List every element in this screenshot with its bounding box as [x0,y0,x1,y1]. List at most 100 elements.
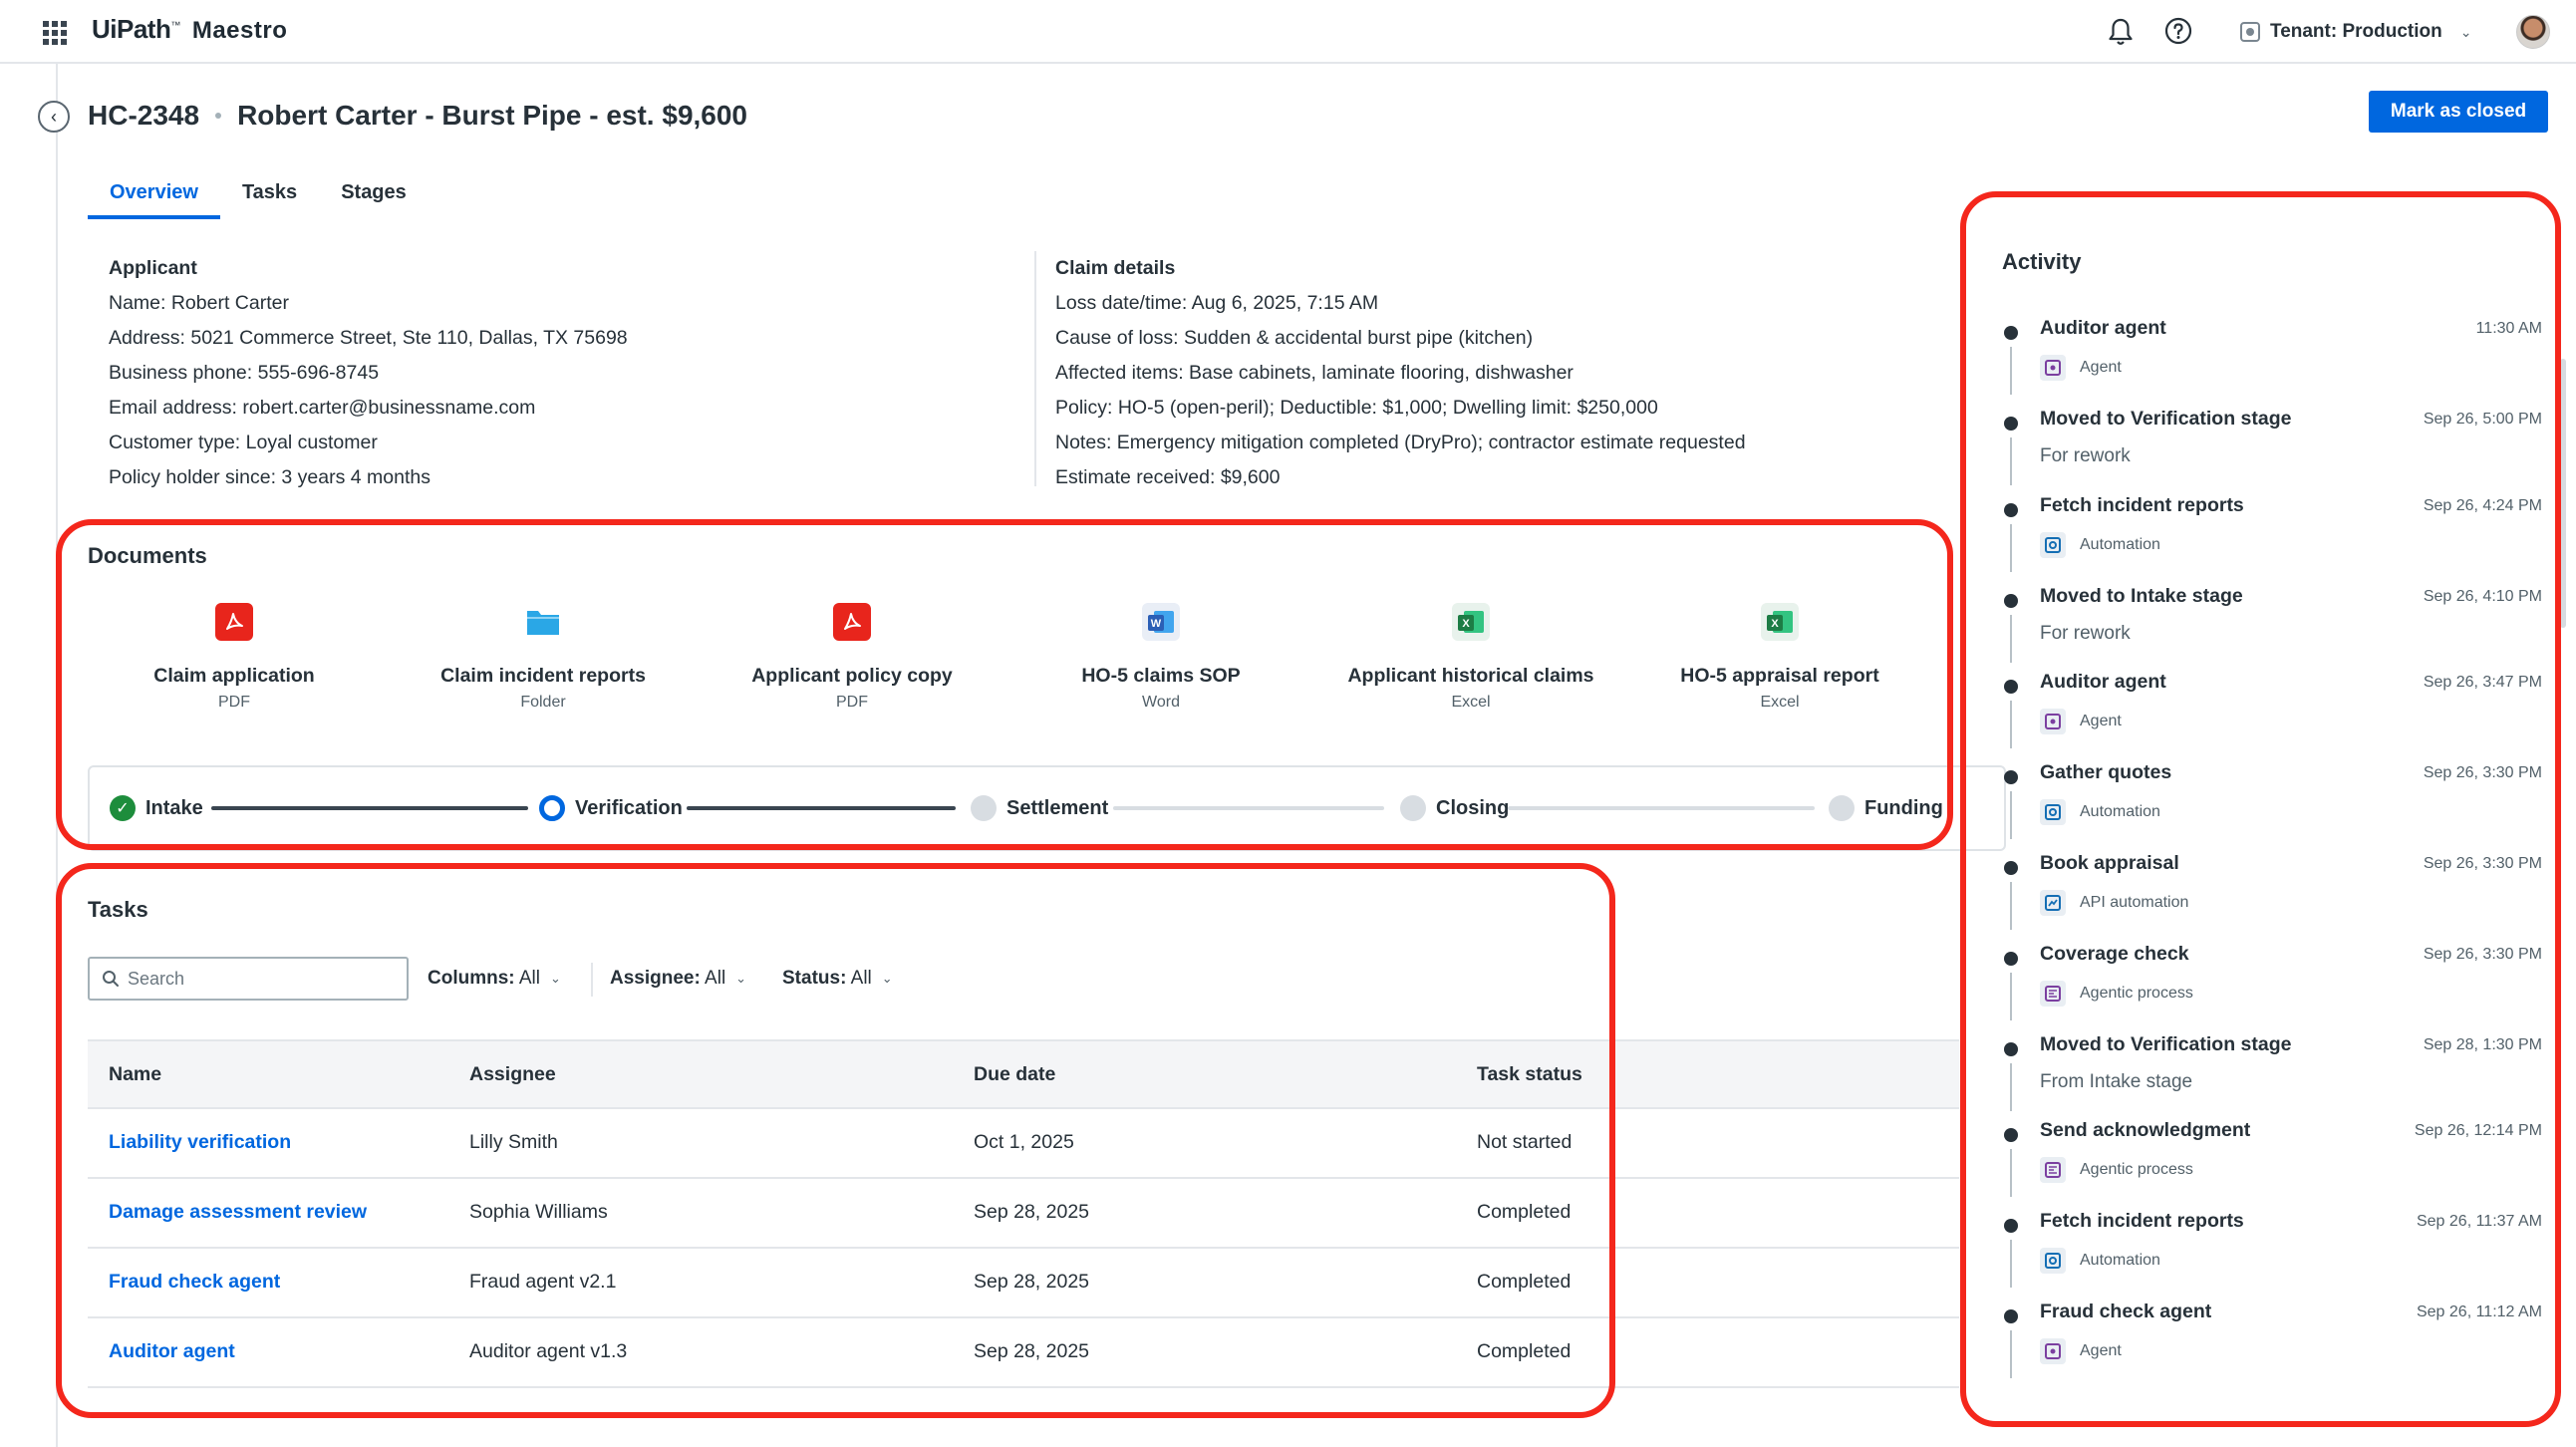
table-row[interactable]: Fraud check agent Fraud agent v2.1 Sep 2… [88,1249,1959,1318]
apps-grid-icon[interactable] [43,21,67,45]
info-divider [1034,251,1036,486]
brand[interactable]: UiPath™ Maestro [92,14,287,50]
activity-item[interactable]: Moved to Verification stage Sep 28, 1:30… [2002,1033,2542,1113]
agentic-process-icon [2040,981,2066,1007]
status-filter[interactable]: Status: All ⌄ [782,965,893,993]
activity-item-title: Auditor agent [2040,317,2166,339]
activity-item-time: Sep 26, 12:14 PM [2414,1122,2542,1139]
activity-item-type: Automation [2040,1247,2160,1275]
stage-funding[interactable]: Funding [1829,794,1943,822]
timeline-line [2010,347,2012,395]
timeline-dot [2004,680,2018,694]
activity-item[interactable]: Auditor agent 11:30 AM Agent [2002,317,2542,397]
activity-item[interactable]: Auditor agent Sep 26, 3:47 PM Agent [2002,671,2542,750]
column-header-name[interactable]: Name [109,1063,162,1085]
document-type: PDF [836,694,868,711]
activity-item[interactable]: Coverage check Sep 26, 3:30 PM Agentic p… [2002,943,2542,1022]
agentic-process-icon [2040,1157,2066,1183]
activity-item-type-label: Automation [2080,803,2160,820]
activity-item-time: Sep 26, 3:30 PM [2423,946,2542,963]
activity-item[interactable]: Gather quotes Sep 26, 3:30 PM Automation [2002,761,2542,841]
column-header-assignee[interactable]: Assignee [469,1063,556,1085]
user-avatar[interactable] [2516,15,2550,49]
document-applicant-historical-claims[interactable]: X Applicant historical claims Excel [1341,603,1600,712]
tasks-table: Name Assignee Due date Task status Liabi… [88,1039,1959,1388]
applicant-customer-type: Customer type: Loyal customer [109,432,378,453]
stage-label: Verification [575,796,683,819]
document-claim-incident-reports[interactable]: Claim incident reports Folder [414,603,673,712]
tab-tasks[interactable]: Tasks [241,181,298,203]
activity-item-time: Sep 26, 3:47 PM [2423,674,2542,691]
document-ho5-claims-sop[interactable]: W HO-5 claims SOP Word [1031,603,1290,712]
top-bar: UiPath™ Maestro Tenant: Production ⌄ [0,0,2576,64]
left-rail-divider [56,64,58,1447]
task-due-date: Oct 1, 2025 [974,1131,1074,1153]
document-applicant-policy-copy[interactable]: Applicant policy copy PDF [722,603,982,712]
document-name: HO-5 claims SOP [1081,665,1241,687]
timeline-line [2010,1330,2012,1378]
column-header-due-date[interactable]: Due date [974,1063,1056,1085]
columns-filter[interactable]: Columns: All ⌄ [428,965,561,993]
assignee-filter[interactable]: Assignee: All ⌄ [610,965,746,993]
activity-item[interactable]: Book appraisal Sep 26, 3:30 PM API autom… [2002,852,2542,932]
back-button[interactable]: ‹ [38,101,70,133]
timeline-line [2010,791,2012,839]
stage-closing[interactable]: Closing [1400,794,1509,822]
task-name-link[interactable]: Liability verification [109,1131,292,1153]
activity-item-type: Agentic process [2040,980,2193,1008]
search-field[interactable] [88,957,409,1001]
document-ho5-appraisal-report[interactable]: X HO-5 appraisal report Excel [1650,603,1909,712]
activity-item-type-label: Agentic process [2080,985,2193,1002]
claim-affected-items: Affected items: Base cabinets, laminate … [1055,362,1574,384]
case-header: HC-2348 Robert Carter - Burst Pipe - est… [88,96,747,136]
stage-verification[interactable]: Verification [539,794,683,822]
stage-connector [211,806,528,810]
document-name: Applicant policy copy [751,665,953,687]
activity-item-type: Agent [2040,1337,2122,1365]
activity-item-type-label: Agent [2080,359,2122,376]
timeline-dot [2004,770,2018,784]
uipath-logo: UiPath™ [92,14,180,44]
activity-item-time: Sep 26, 11:37 AM [2416,1213,2542,1230]
search-input[interactable] [128,968,387,990]
separator-dot [215,113,222,119]
folder-icon [524,603,562,641]
activity-item-type-label: API automation [2080,894,2189,911]
task-name-link[interactable]: Damage assessment review [109,1201,368,1223]
stage-intake[interactable]: ✓ Intake [110,794,203,822]
tab-stages[interactable]: Stages [341,181,407,203]
agent-icon [2040,709,2066,734]
activity-item[interactable]: Fraud check agent Sep 26, 11:12 AM Agent [2002,1301,2542,1380]
task-name-link[interactable]: Fraud check agent [109,1271,281,1293]
activity-item-time: Sep 26, 5:00 PM [2423,411,2542,428]
activity-item[interactable]: Fetch incident reports Sep 26, 11:37 AM … [2002,1210,2542,1290]
mark-as-closed-button[interactable]: Mark as closed [2369,91,2548,133]
bell-icon[interactable] [2107,17,2135,47]
activity-item-type: API automation [2040,889,2188,917]
activity-item[interactable]: Send acknowledgment Sep 26, 12:14 PM Age… [2002,1119,2542,1199]
activity-item-type-label: Agentic process [2080,1161,2193,1178]
column-header-task-status[interactable]: Task status [1477,1063,1582,1085]
activity-item[interactable]: Fetch incident reports Sep 26, 4:24 PM A… [2002,494,2542,574]
table-row[interactable]: Damage assessment review Sophia Williams… [88,1179,1959,1249]
activity-item[interactable]: Moved to Verification stage Sep 26, 5:00… [2002,408,2542,487]
timeline-line [2010,1063,2012,1111]
tenant-icon [2240,22,2260,42]
search-icon [103,971,119,987]
stage-settlement[interactable]: Settlement [971,794,1108,822]
activity-scrollbar[interactable] [2560,359,2566,628]
applicant-info: Applicant Name: Robert Carter Address: 5… [109,251,628,495]
activity-item-type-label: Agent [2080,1342,2122,1359]
activity-item[interactable]: Moved to Intake stage Sep 26, 4:10 PM Fo… [2002,585,2542,665]
stages-progress [88,765,2006,851]
table-row[interactable]: Auditor agent Auditor agent v1.3 Sep 28,… [88,1318,1959,1388]
task-name-link[interactable]: Auditor agent [109,1340,235,1362]
table-row[interactable]: Liability verification Lilly Smith Oct 1… [88,1109,1959,1179]
timeline-line [2010,524,2012,572]
help-icon[interactable] [2164,17,2192,45]
document-claim-application[interactable]: Claim application PDF [105,603,364,712]
tenant-selector[interactable]: Tenant: Production ⌄ [2240,18,2471,46]
tab-overview[interactable]: Overview [88,175,220,219]
claim-estimate: Estimate received: $9,600 [1055,466,1281,488]
task-assignee: Auditor agent v1.3 [469,1340,628,1362]
